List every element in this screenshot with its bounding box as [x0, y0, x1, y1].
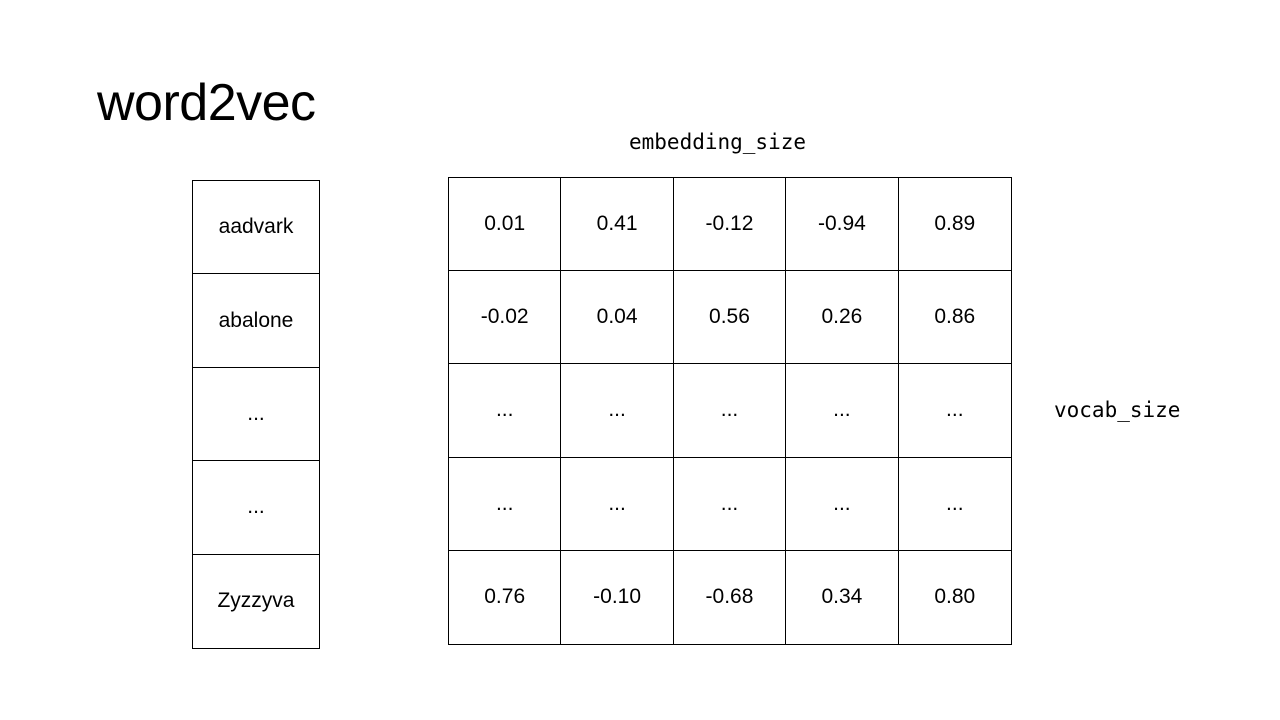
vocab-word-cell: ...	[193, 368, 319, 462]
vocab-word-cell: ...	[193, 461, 319, 555]
matrix-cell: ...	[449, 457, 562, 551]
matrix-cell: 0.04	[561, 271, 674, 365]
matrix-cell: -0.68	[674, 550, 787, 644]
matrix-cell: 0.56	[673, 271, 787, 365]
matrix-cell: 0.80	[934, 585, 976, 609]
slide-title: word2vec	[97, 74, 316, 132]
matrix-cell: -0.10	[561, 550, 674, 644]
matrix-cell: 0.41	[561, 178, 674, 272]
matrix-cell: ...	[673, 457, 787, 551]
matrix-cell: ...	[786, 457, 899, 551]
matrix-cell: 0.26	[786, 271, 899, 365]
vocab-word-cell: aadvark	[193, 181, 319, 275]
matrix-cell: ...	[898, 458, 1011, 551]
matrix-cell: 0.86	[898, 271, 1011, 365]
matrix-cell: ...	[449, 364, 562, 458]
embedding-matrix: 0.01 0.41 -0.12 -0.94 0.89 -0.02 0.04 0.…	[448, 177, 1012, 645]
matrix-cell: ...	[898, 364, 1011, 458]
embedding-size-label: embedding_size	[629, 130, 807, 154]
matrix-cell: 0.76	[449, 550, 562, 644]
matrix-cell: 0.01	[449, 178, 562, 272]
matrix-cell: 0.89	[898, 178, 1011, 272]
matrix-cell: -0.12	[673, 178, 787, 272]
matrix-cell: -0.02	[449, 271, 562, 365]
matrix-cell: -0.94	[786, 178, 899, 272]
vocabulary-column: aadvark abalone ... ... Zyzzyva	[192, 180, 320, 649]
matrix-cell: ...	[561, 364, 674, 458]
vocab-word-cell: abalone	[193, 274, 319, 368]
vocab-word-cell: Zyzzyva	[217, 589, 295, 613]
vocab-size-label: vocab_size	[1054, 398, 1181, 422]
matrix-cell: ...	[561, 457, 674, 551]
matrix-cell: ...	[673, 364, 787, 458]
matrix-cell: 0.34	[786, 550, 899, 644]
matrix-cell: ...	[786, 364, 899, 458]
